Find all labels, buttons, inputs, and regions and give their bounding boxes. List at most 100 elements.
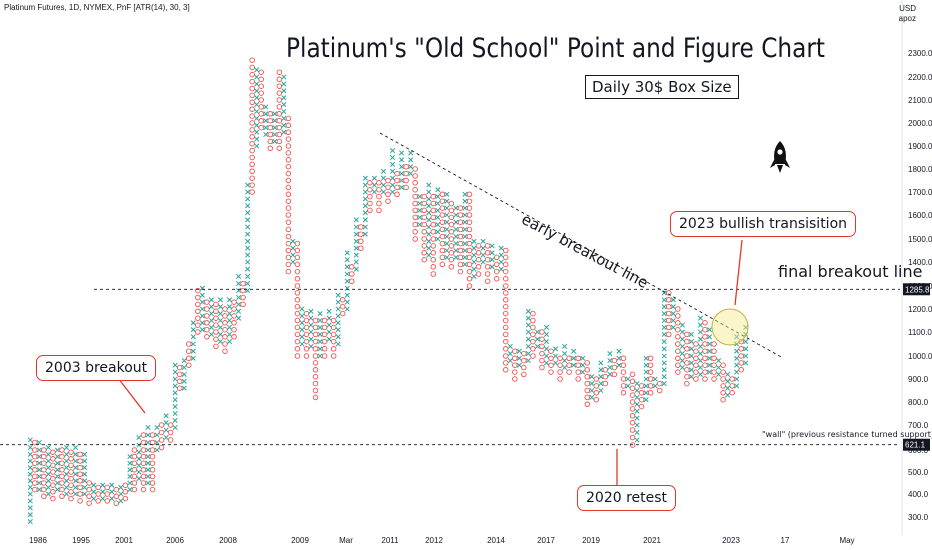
o-box (548, 369, 554, 375)
o-box (276, 83, 283, 89)
o-box (521, 371, 527, 378)
o-box (684, 380, 690, 387)
o-box (666, 290, 672, 296)
o-box (675, 355, 681, 362)
x-box (181, 378, 187, 384)
o-box (421, 193, 427, 200)
x-box (263, 111, 269, 117)
o-box (204, 326, 210, 333)
x-box (181, 371, 187, 377)
x-box (697, 329, 704, 335)
x-box (435, 200, 441, 207)
o-box (430, 264, 437, 270)
o-box (267, 117, 274, 124)
x-box (670, 324, 676, 330)
x-box (661, 297, 667, 303)
x-box (417, 200, 423, 207)
o-box (430, 243, 437, 249)
o-box (122, 482, 129, 488)
o-box (276, 97, 283, 103)
o-box (195, 301, 201, 308)
y-tick-label: 1900.0 (908, 142, 932, 151)
o-box (675, 313, 681, 319)
x-box (245, 252, 251, 258)
x-box (54, 487, 60, 493)
o-box (222, 306, 228, 312)
x-box (82, 465, 88, 471)
o-box (294, 338, 301, 345)
o-box (656, 387, 663, 394)
x-box (706, 362, 713, 368)
o-box (412, 214, 418, 221)
x-tick-label: 1986 (29, 536, 47, 545)
o-box (285, 115, 292, 122)
x-box (471, 245, 477, 251)
o-box (294, 290, 301, 296)
o-box (195, 308, 201, 315)
o-box (131, 467, 138, 473)
x-column (706, 327, 713, 375)
o-box (204, 334, 210, 340)
x-box (643, 376, 649, 382)
x-box (145, 460, 151, 466)
x-box (661, 346, 667, 352)
o-box (294, 240, 301, 247)
x-box (136, 449, 142, 455)
x-column (552, 346, 559, 366)
x-box (362, 182, 368, 188)
o-column (339, 297, 346, 317)
x-box (263, 131, 269, 138)
x-box (299, 334, 305, 340)
o-column (484, 243, 491, 284)
o-box (358, 245, 364, 251)
o-column (95, 484, 101, 504)
o-column (502, 247, 509, 373)
x-box (444, 241, 450, 247)
o-box (530, 317, 536, 324)
x-box (199, 306, 205, 312)
o-box (539, 350, 545, 357)
o-box (330, 324, 337, 331)
x-box (462, 254, 468, 260)
o-box (285, 177, 292, 184)
x-box (634, 401, 640, 407)
o-box (294, 247, 301, 254)
x-box (525, 329, 531, 335)
x-box (697, 336, 704, 342)
o-box (530, 353, 536, 359)
x-box (290, 252, 296, 258)
x-box (661, 331, 667, 337)
o-box (539, 343, 545, 350)
x-column (371, 175, 377, 195)
o-box (258, 76, 264, 83)
x-box (245, 259, 251, 265)
x-box (435, 222, 441, 228)
o-box (430, 214, 437, 221)
x-box (534, 329, 540, 335)
o-box (430, 193, 437, 200)
o-column (140, 432, 147, 493)
o-box (222, 326, 228, 333)
x-box (281, 129, 287, 135)
x-box (480, 238, 486, 244)
o-box (412, 200, 418, 207)
o-column (557, 355, 563, 382)
x-box (480, 245, 486, 251)
x-box (299, 320, 305, 326)
o-box (68, 475, 74, 482)
x-column (380, 168, 387, 195)
x-box (27, 512, 33, 518)
o-box (512, 376, 518, 382)
o-box (204, 306, 210, 312)
o-box (566, 355, 572, 362)
o-box (41, 480, 47, 486)
x-box (172, 362, 178, 368)
o-box (557, 362, 563, 368)
x-box (598, 387, 604, 394)
o-box (620, 355, 627, 362)
o-column (629, 371, 636, 448)
o-box (584, 360, 590, 366)
o-box (339, 310, 346, 317)
o-box (557, 355, 563, 362)
x-box (290, 245, 296, 251)
